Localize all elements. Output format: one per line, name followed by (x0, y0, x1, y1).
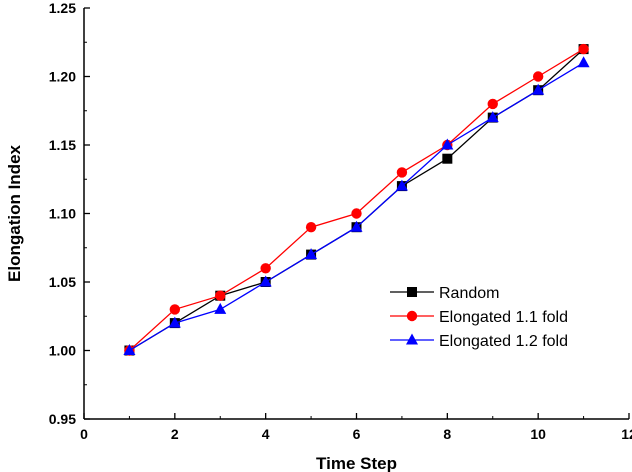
legend-label: Elongated 1.1 fold (439, 309, 568, 326)
circle-point (351, 208, 362, 219)
circle-point (532, 71, 544, 82)
series-line (129, 62, 584, 352)
circle-point (260, 263, 271, 274)
axis-ticks: 0 2 4 6 8 10 12 0.95 1.00 1.05 1.10 1.15 1.20 1.25 (49, 0, 632, 442)
x-tick-label: 4 (262, 426, 270, 442)
triangle-point (577, 56, 590, 68)
y-tick-label: 1.05 (49, 274, 76, 290)
y-tick-label: 1.15 (49, 137, 76, 153)
circle-point (305, 222, 317, 233)
legend-marker (406, 333, 418, 345)
legend-marker (406, 310, 418, 322)
series-line (129, 48, 585, 352)
triangle-point (214, 302, 227, 314)
triangle-point (532, 83, 545, 95)
triangle-point (123, 344, 136, 355)
square-point (442, 153, 453, 164)
circle-point (396, 167, 408, 178)
circle-point (169, 304, 181, 315)
triangle-point (441, 138, 454, 150)
circle-point (578, 43, 589, 55)
triangle-point (168, 316, 181, 328)
x-tick-label: 6 (353, 426, 361, 442)
series-triangle (123, 56, 590, 355)
y-tick-label: 1.10 (49, 206, 76, 222)
circle-point (215, 290, 226, 301)
legend-marker (407, 287, 417, 297)
y-tick-label: 1.00 (49, 343, 76, 359)
y-tick-label: 1.20 (49, 69, 76, 85)
series-line (128, 48, 584, 351)
legend-label: Random (439, 285, 499, 302)
triangle-point (350, 220, 363, 232)
y-tick-label: 0.95 (49, 411, 76, 427)
legend-label: Elongated 1.2 fold (439, 333, 568, 350)
x-axis-title: Time Step (316, 454, 397, 472)
circle-point (487, 98, 498, 110)
x-tick-label: 8 (443, 426, 451, 442)
x-tick-label: 10 (530, 426, 546, 442)
triangle-point (395, 179, 408, 191)
x-tick-label: 12 (621, 426, 632, 442)
triangle-point (305, 248, 318, 260)
legend: Random Elongated 1.1 fold Elongated 1.2 fo… (390, 285, 568, 350)
series-layer (123, 43, 590, 356)
triangle-point (486, 111, 499, 123)
x-tick-label: 2 (171, 426, 179, 442)
y-axis-title: Elongation Index (5, 144, 24, 281)
x-tick-label: 0 (80, 426, 88, 442)
triangle-point (259, 275, 272, 287)
y-tick-label: 1.25 (49, 0, 76, 16)
